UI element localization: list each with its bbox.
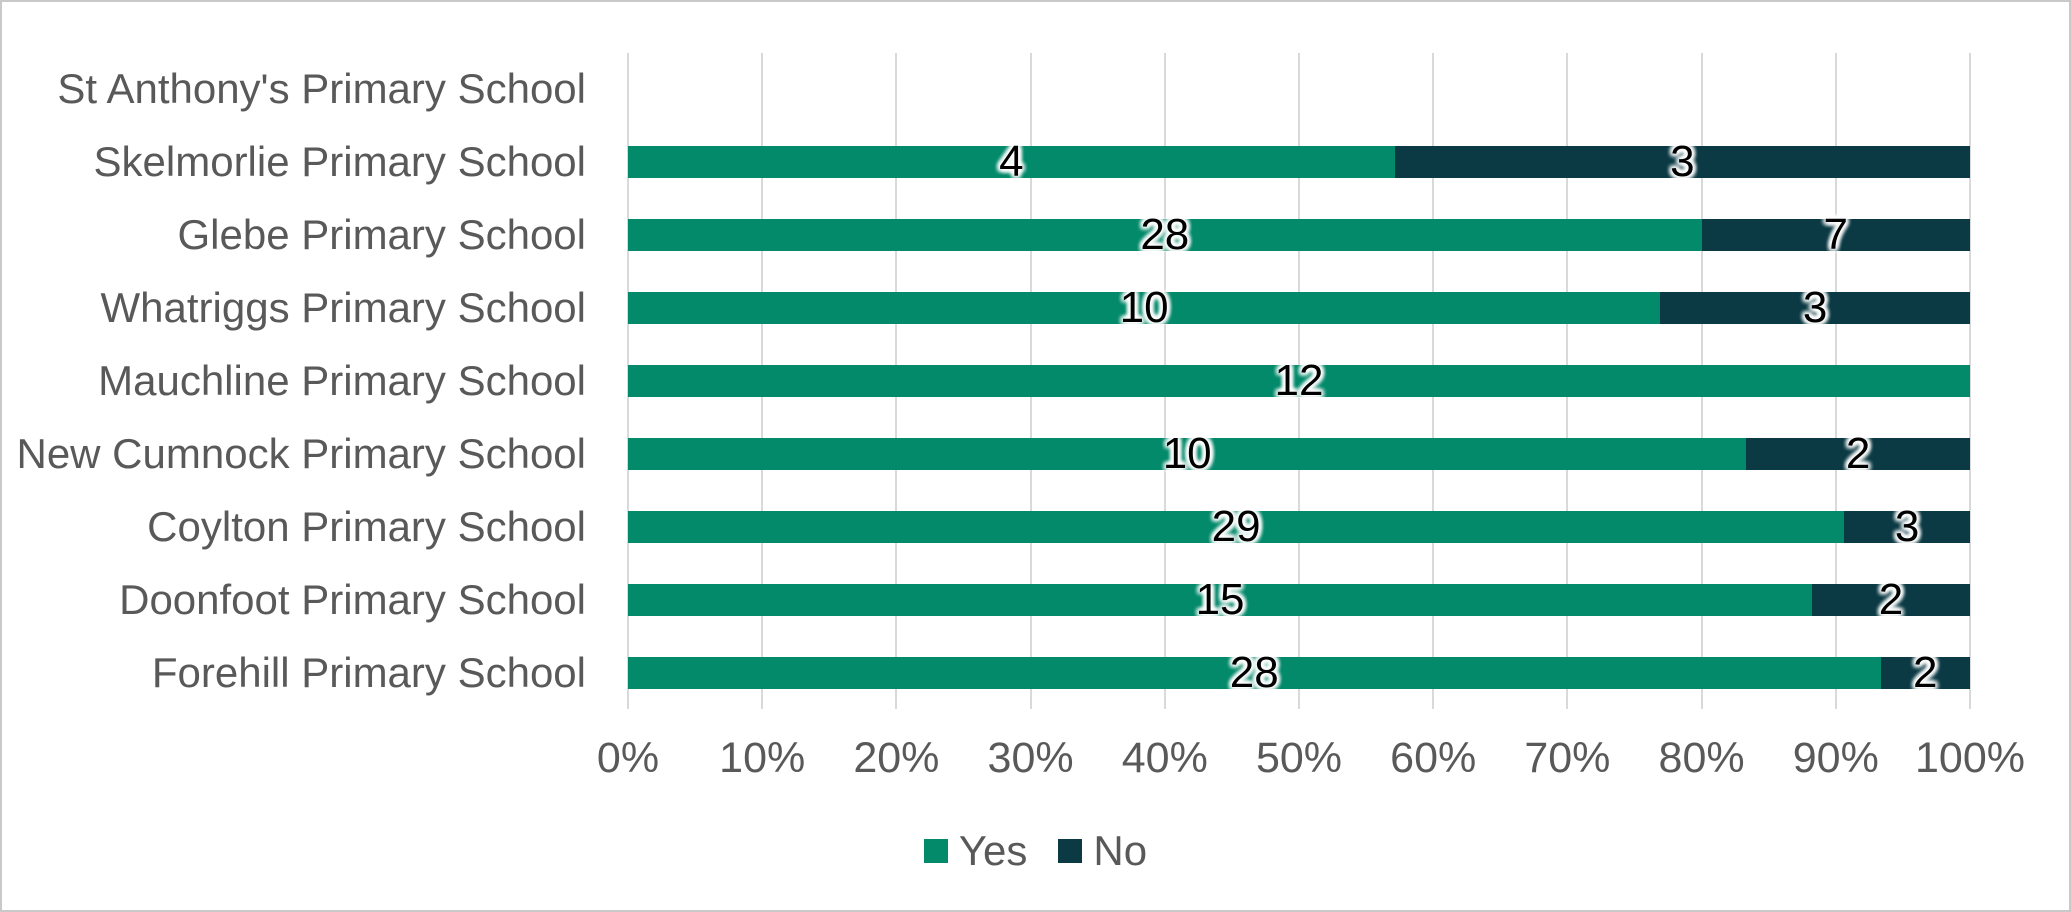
bar-segment-yes: 15 — [628, 577, 1813, 621]
stacked-bar: 29 3 — [628, 504, 1970, 548]
stacked-bar: 12 — [628, 358, 1970, 402]
bar-segment-no: 2 — [1880, 650, 1970, 694]
legend-label-yes: Yes — [958, 827, 1028, 874]
stacked-bar: 10 2 — [628, 431, 1970, 475]
bar-segment-yes: 4 — [628, 140, 1395, 184]
gridline — [1969, 53, 1971, 709]
category-label: St Anthony's Primary School — [57, 65, 586, 113]
category-label: Whatriggs Primary School — [100, 284, 586, 332]
bar-row: 10 3 — [628, 272, 1970, 345]
bar-row: 29 3 — [628, 490, 1970, 563]
x-tick-label: 60% — [1390, 734, 1477, 782]
legend-swatch-yes — [923, 839, 948, 863]
category-label: Mauchline Primary School — [98, 357, 586, 404]
data-label: 4 — [999, 137, 1024, 187]
data-label: 3 — [1670, 137, 1695, 187]
bars-layer: 4 3 28 7 10 3 12 10 2 29 3 15 2 28 2 — [628, 53, 1970, 709]
bar-segment-yes: 10 — [628, 431, 1747, 475]
bar-segment-yes: 12 — [628, 358, 1970, 402]
bar-row: 15 2 — [628, 563, 1970, 636]
data-label: 28 — [1140, 210, 1190, 260]
stacked-bar: 28 7 — [628, 213, 1970, 257]
bar-segment-no: 7 — [1701, 213, 1970, 257]
data-label: 15 — [1195, 574, 1245, 624]
stacked-bar: 15 2 — [628, 577, 1970, 621]
bar-segment-no: 3 — [1660, 286, 1970, 330]
x-tick-label: 20% — [853, 734, 940, 782]
bar-segment-no: 2 — [1746, 431, 1970, 475]
bar-segment-yes: 29 — [628, 504, 1845, 548]
data-label: 3 — [1894, 501, 1920, 551]
bar-segment-no: 3 — [1394, 140, 1970, 184]
data-label: 2 — [1878, 574, 1904, 624]
x-tick-label: 50% — [1255, 734, 1343, 782]
data-label: 12 — [1274, 355, 1324, 405]
bar-segment-no: 3 — [1844, 504, 1970, 548]
bar-segment-no: 2 — [1812, 577, 1970, 621]
category-label: Doonfoot Primary School — [119, 575, 586, 623]
bar-row: 12 — [628, 345, 1970, 418]
x-axis: 0% 10% 20% 30% 40% 50% 60% 70% 80% 90% 100% — [597, 734, 2025, 787]
category-label: Skelmorlie Primary School — [93, 138, 586, 186]
bar-segment-yes: 10 — [628, 286, 1661, 330]
bar-row: 10 2 — [628, 417, 1970, 490]
bar-segment-yes: 28 — [628, 213, 1702, 257]
x-tick-label: 100% — [1915, 734, 2025, 782]
x-tick-label: 10% — [719, 734, 806, 782]
data-label: 7 — [1823, 210, 1849, 260]
x-tick-label: 80% — [1658, 734, 1745, 782]
stacked-bar: 28 2 — [628, 650, 1970, 694]
category-label: Glebe Primary School — [177, 211, 587, 259]
data-label: 10 — [1119, 283, 1169, 333]
legend-label-no: No — [1093, 827, 1148, 874]
x-tick-label: 40% — [1121, 734, 1208, 782]
category-label: New Cumnock Primary School — [16, 429, 586, 477]
data-label: 29 — [1211, 501, 1261, 551]
legend-swatch-no — [1058, 839, 1083, 863]
data-label: 10 — [1162, 428, 1212, 478]
category-label: Coylton Primary School — [147, 502, 586, 550]
data-label: 3 — [1802, 283, 1828, 333]
legend: Yes No — [2, 827, 2069, 875]
bar-segment-yes: 28 — [628, 650, 1881, 694]
x-tick-label: 70% — [1524, 734, 1611, 782]
x-tick-label: 90% — [1792, 734, 1879, 782]
category-axis: St Anthony's Primary School Skelmorlie Pr… — [2, 53, 603, 709]
x-tick-label: 0% — [596, 734, 660, 782]
legend-entry-no: No — [1058, 830, 1147, 872]
data-label: 2 — [1845, 428, 1871, 478]
plot-area: 4 3 28 7 10 3 12 10 2 29 3 15 2 28 2 — [627, 53, 1971, 709]
category-label: Forehill Primary School — [151, 648, 586, 696]
data-label: 28 — [1229, 647, 1279, 697]
x-tick-label: 30% — [987, 734, 1074, 782]
data-label: 2 — [1913, 647, 1938, 697]
bar-row: 28 7 — [628, 199, 1970, 272]
bar-row: 28 2 — [628, 636, 1970, 709]
legend-entry-yes: Yes — [923, 827, 1028, 874]
stacked-bar: 10 3 — [628, 286, 1970, 330]
